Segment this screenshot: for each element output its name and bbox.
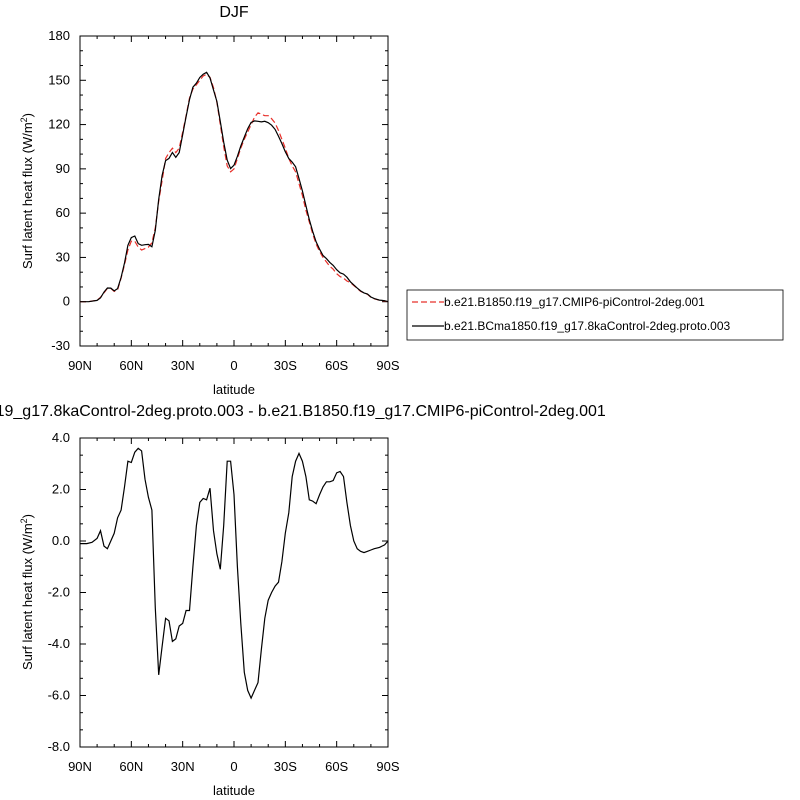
top-ytick-label: 120 [48,117,70,132]
bottom-xtick-label: 60N [119,759,143,774]
top-x-axis-label: latitude [213,382,255,397]
top-xtick-label: 60N [119,358,143,373]
bottom-xtick-label: 90N [68,759,92,774]
bottom-y-axis-label-end: ) [20,514,35,518]
bottom-xtick-label: 30N [171,759,195,774]
bottom-plot-frame [79,437,389,748]
top-y-ticks: -30 0 30 60 90 120 150 180 [48,28,388,353]
top-ytick-label: 90 [56,161,70,176]
bottom-x-axis-label: latitude [213,783,255,798]
legend-label-1: b.e21.BCma1850.f19_g17.8kaControl-2deg.p… [444,319,731,333]
top-y-axis-label-sup: 2 [19,117,29,122]
bottom-y-axis-label-main: Surf latent heat flux (W/m [20,523,35,670]
top-chart-title: DJF [219,4,249,21]
top-xtick-label: 0 [230,358,237,373]
top-x-ticks: 90N 60N 30N 0 30S 60S 90S [68,36,400,373]
bottom-ytick-label: -2.0 [48,585,70,600]
legend-label-0: b.e21.B1850.f19_g17.CMIP6-piControl-2deg… [444,295,705,309]
bottom-ytick-label: 2.0 [52,482,70,497]
top-ytick-label: 150 [48,72,70,87]
bottom-chart-title: b.e21.BCma1850.f19_g17.8kaControl-2deg.p… [0,403,606,420]
top-xtick-label: 90S [376,358,399,373]
bottom-ytick-label: -8.0 [48,739,70,754]
bottom-ytick-label: 4.0 [52,430,70,445]
top-y-axis-label-main: Surf latent heat flux (W/m [20,122,35,269]
top-ytick-label: 0 [63,294,70,309]
top-y-axis-label: Surf latent heat flux (W/m2) [19,113,35,269]
top-panel: DJF -30 0 30 60 90 120 150 180 90N 60N 30N 0 30S 60S… [19,4,400,397]
bottom-ytick-label: -4.0 [48,636,70,651]
top-y-axis-label-end: ) [20,113,35,117]
top-xtick-label: 30S [274,358,297,373]
top-ytick-label: 30 [56,249,70,264]
top-series-lines [79,71,389,303]
bottom-ytick-label: 0.0 [52,533,70,548]
bottom-xtick-label: 0 [230,759,237,774]
bottom-x-ticks: 90N 60N 30N 0 30S 60S 90S [68,438,400,774]
bottom-y-axis-label-sup: 2 [19,518,29,523]
bottom-series-lines [80,447,389,700]
top-series-line-1 [80,71,389,303]
bottom-y-axis-label: Surf latent heat flux (W/m2) [19,514,35,670]
top-series-line-0 [79,73,389,303]
bottom-panel: b.e21.BCma1850.f19_g17.8kaControl-2deg.p… [0,403,606,798]
top-ytick-label: 180 [48,28,70,43]
top-ytick-label: -30 [51,338,70,353]
top-xtick-label: 60S [325,358,348,373]
top-xtick-label: 30N [171,358,195,373]
legend: b.e21.B1850.f19_g17.CMIP6-piControl-2deg… [406,289,784,341]
top-ytick-label: 60 [56,205,70,220]
bottom-xtick-label: 90S [376,759,399,774]
bottom-ytick-label: -6.0 [48,688,70,703]
bottom-xtick-label: 30S [274,759,297,774]
bottom-xtick-label: 60S [325,759,348,774]
bottom-y-ticks: -8.0 -6.0 -4.0 -2.0 0.0 2.0 4.0 [48,430,388,754]
legend-box [406,289,784,341]
top-plot-frame [79,35,389,347]
bottom-series-line-0 [80,447,389,700]
top-xtick-label: 90N [68,358,92,373]
